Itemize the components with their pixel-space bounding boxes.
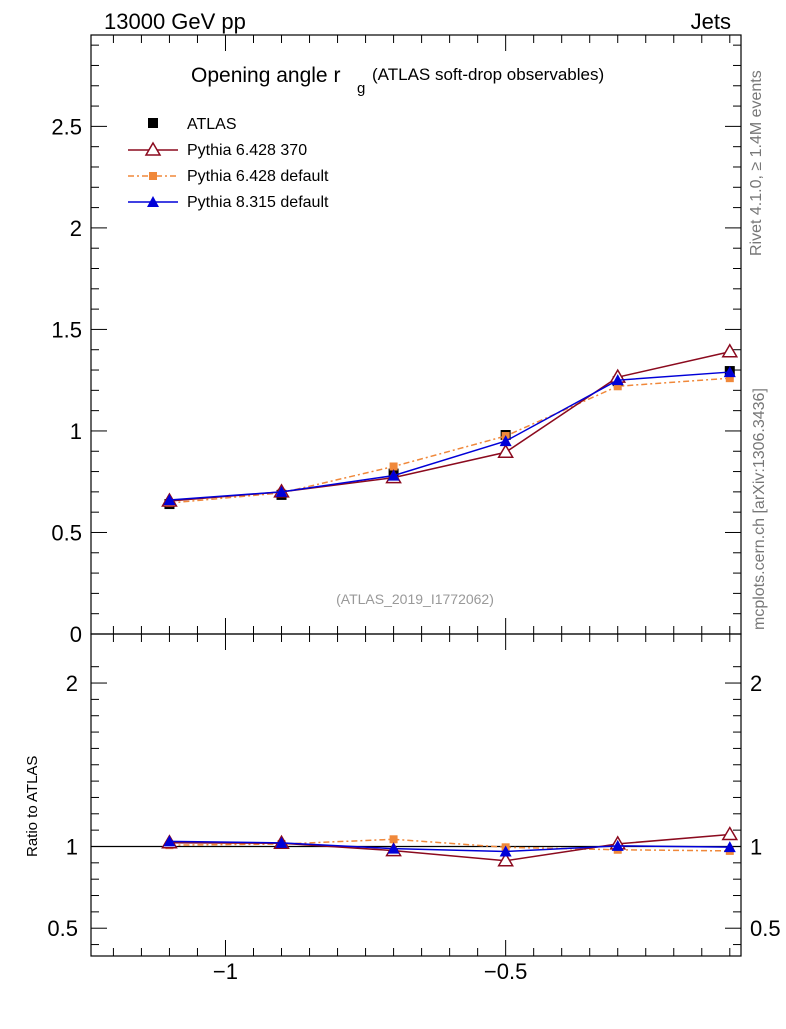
y-tick-label: 1.5	[51, 317, 82, 342]
y-tick-label-right: 0.5	[750, 916, 781, 941]
data-point-pythia6-default	[389, 835, 398, 844]
data-point-pythia6-default	[613, 382, 622, 391]
data-point-pythia8	[163, 835, 176, 847]
data-point-pythia8	[275, 836, 288, 848]
x-tick-label: −1	[213, 959, 238, 984]
chart-title: Opening angle r	[191, 64, 340, 87]
legend-label-atlas: ATLAS	[187, 116, 237, 133]
data-point-pythia6-370	[721, 343, 739, 358]
ratio-y-axis-label: Ratio to ATLAS	[24, 756, 41, 857]
legend-label-pythia8: Pythia 8.315 default	[187, 194, 329, 211]
y-tick-label: 2	[70, 216, 82, 241]
series-line-pythia6-default	[169, 838, 730, 852]
ratio-panel: −1 −0.5 0.5 0.5 1 1 2 2	[47, 633, 781, 984]
legend: ATLAS Pythia 6.428 370 Pythia 6.428 defa…	[128, 116, 329, 211]
energy-label: 13000 GeV pp	[104, 9, 246, 34]
y-tick-label: 0	[70, 622, 82, 647]
y-tick-label: 2	[66, 671, 78, 696]
y-tick-label-right: 1	[750, 834, 762, 859]
data-point-pythia8	[275, 485, 288, 497]
process-label: Jets	[691, 9, 731, 34]
legend-label-pythia6-default: Pythia 6.428 default	[187, 168, 329, 185]
legend-label-pythia6-370: Pythia 6.428 370	[187, 142, 307, 159]
data-point-pythia8	[499, 845, 512, 857]
series-line-pythia6-370	[169, 351, 730, 502]
data-point-pythia8	[499, 435, 512, 447]
legend-marker-pythia8	[147, 196, 159, 207]
chart-title-suffix: (ATLAS soft-drop observables)	[372, 65, 604, 84]
legend-marker-atlas	[148, 118, 158, 128]
y-tick-label: 1	[70, 419, 82, 444]
data-point-pythia6-370	[497, 852, 514, 867]
data-point-pythia6-default	[725, 374, 734, 383]
series-line-pythia6-default	[169, 377, 730, 504]
legend-marker-pythia6-default	[149, 172, 157, 180]
y-tick-label: 2.5	[51, 114, 82, 139]
data-point-pythia8	[387, 842, 400, 854]
chart-title-subscript: g	[357, 80, 365, 97]
y-tick-label: 1	[66, 834, 78, 859]
ratio-frame	[90, 633, 742, 957]
series-line-pythia8	[169, 371, 730, 501]
data-point-pythia6-default	[389, 462, 398, 471]
y-tick-label: 0.5	[51, 520, 82, 545]
data-point-pythia8	[163, 493, 176, 505]
series-line-pythia6-370	[169, 833, 730, 862]
data-point-pythia8	[387, 469, 400, 481]
series-line-pythia8	[169, 840, 730, 853]
y-tick-label-right: 2	[750, 671, 762, 696]
rivet-label: Rivet 4.1.0, ≥ 1.4M events	[748, 70, 765, 256]
y-tick-label: 0.5	[47, 916, 78, 941]
analysis-id-label: (ATLAS_2019_I1772062)	[336, 591, 494, 607]
x-tick-label: −0.5	[484, 959, 527, 984]
data-point-pythia6-370	[497, 443, 514, 459]
data-point-pythia8	[723, 366, 736, 378]
data-point-pythia8	[723, 841, 736, 853]
data-point-pythia8	[611, 839, 624, 851]
data-point-pythia8	[611, 374, 624, 386]
mcplots-label: mcplots.cern.ch [arXiv:1306.3436]	[751, 388, 768, 630]
legend-marker-pythia6-370	[144, 141, 162, 156]
data-point-pythia6-370	[721, 826, 739, 841]
